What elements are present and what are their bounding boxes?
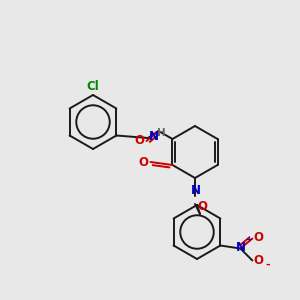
Text: O: O xyxy=(139,155,148,169)
Text: Cl: Cl xyxy=(87,80,99,93)
Text: N: N xyxy=(149,130,159,143)
Text: O: O xyxy=(197,200,207,213)
Text: -: - xyxy=(266,260,270,269)
Text: N: N xyxy=(191,184,201,197)
Text: O: O xyxy=(254,254,263,267)
Text: +: + xyxy=(245,235,252,244)
Text: N: N xyxy=(236,241,245,254)
Text: O: O xyxy=(254,231,263,244)
Text: O: O xyxy=(134,134,145,148)
Text: H: H xyxy=(157,128,166,138)
